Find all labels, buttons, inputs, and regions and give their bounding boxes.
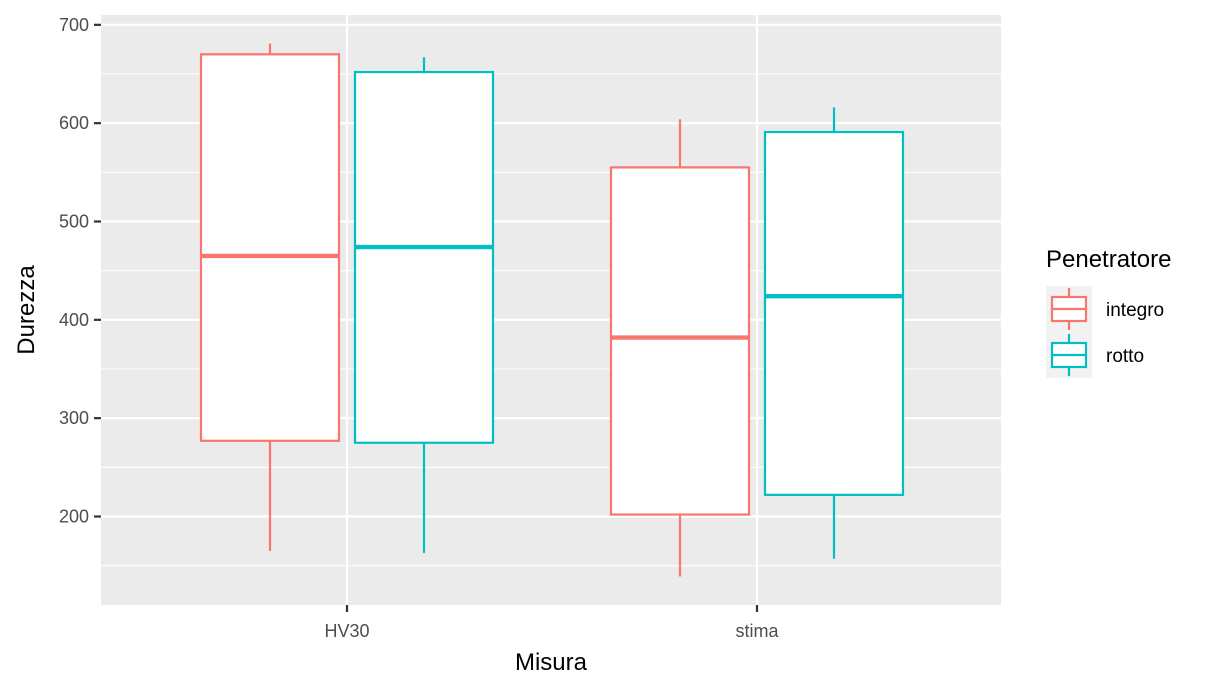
y-tick-label: 700 [59,15,89,35]
box-rotto-stima [763,107,905,559]
legend-title: Penetratore [1046,246,1171,273]
legend-item-integro: integro [1046,286,1164,332]
x-tick-label: stima [735,621,779,641]
x-tick-label: HV30 [324,621,369,641]
box-rotto-HV30 [353,57,495,553]
legend-label: integro [1106,300,1164,321]
box-body [763,130,905,496]
y-axis-title: Durezza [13,265,40,355]
boxes [199,43,905,577]
y-tick-label: 300 [59,408,89,428]
box-body [609,166,751,516]
legend-label: rotto [1106,346,1144,367]
box-body [199,53,341,442]
y-tick-label: 400 [59,310,89,330]
legend: Penetratore integro rotto [1046,246,1171,378]
box-integro-HV30 [199,43,341,551]
y-tick-label: 600 [59,113,89,133]
axes: 200 300 400 500 600 700 HV30 stima [59,15,780,641]
legend-item-rotto: rotto [1046,332,1144,378]
y-tick-label: 500 [59,212,89,232]
y-tick-label: 200 [59,507,89,527]
x-axis-title: Misura [515,649,588,676]
box-integro-stima [609,119,751,577]
box-body [353,70,495,444]
